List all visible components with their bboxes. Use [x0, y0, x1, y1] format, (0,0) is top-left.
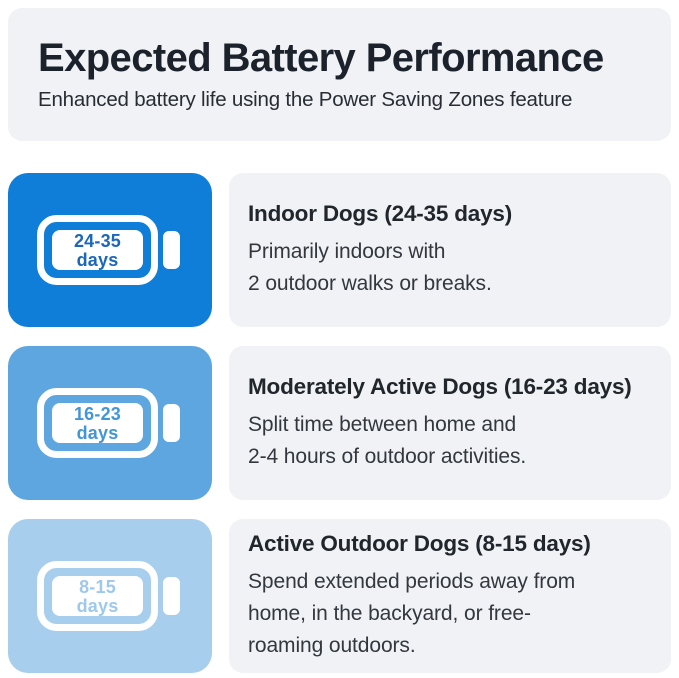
- tier-card-active-outdoor: Active Outdoor Dogs (8-15 days) Spend ex…: [229, 519, 671, 673]
- battery-tile-active-outdoor: 8-15 days: [8, 519, 212, 673]
- page-subtitle: Enhanced battery life using the Power Sa…: [38, 88, 573, 112]
- tier-row-active-outdoor: 8-15 days Active Outdoor Dogs (8-15 days…: [8, 519, 671, 673]
- page-title: Expected Battery Performance: [38, 35, 604, 80]
- battery-icon: 24-35 days: [37, 215, 180, 285]
- battery-days-value: 16-23: [74, 404, 121, 424]
- battery-days-unit: days: [77, 250, 119, 270]
- battery-icon: 16-23 days: [37, 388, 180, 458]
- tier-heading: Indoor Dogs (24-35 days): [248, 201, 513, 226]
- battery-tile-moderately-active: 16-23 days: [8, 346, 212, 500]
- battery-days-value: 24-35: [74, 231, 121, 251]
- battery-tile-indoor: 24-35 days: [8, 173, 212, 327]
- battery-icon: 8-15 days: [37, 561, 180, 631]
- tier-description-line: 2-4 hours of outdoor activities.: [248, 445, 527, 468]
- tier-description-line: 2 outdoor walks or breaks.: [248, 272, 492, 295]
- battery-days-unit: days: [77, 596, 119, 616]
- tier-heading: Active Outdoor Dogs (8-15 days): [248, 531, 591, 556]
- tier-description-line: Primarily indoors with: [248, 240, 446, 263]
- tier-description-line: roaming outdoors.: [248, 634, 416, 657]
- tier-row-moderately-active: 16-23 days Moderately Active Dogs (16-23…: [8, 346, 671, 500]
- battery-days-unit: days: [77, 423, 119, 443]
- tier-row-indoor: 24-35 days Indoor Dogs (24-35 days) Prim…: [8, 173, 671, 327]
- battery-days-value: 8-15: [79, 577, 116, 597]
- tier-card-moderately-active: Moderately Active Dogs (16-23 days) Spli…: [229, 346, 671, 500]
- tier-description-line: Split time between home and: [248, 413, 517, 436]
- header: Expected Battery Performance Enhanced ba…: [8, 8, 671, 141]
- tier-heading: Moderately Active Dogs (16-23 days): [248, 374, 632, 399]
- tier-card-indoor: Indoor Dogs (24-35 days) Primarily indoo…: [229, 173, 671, 327]
- tier-description-line: home, in the backyard, or free-: [248, 602, 531, 625]
- tier-description-line: Spend extended periods away from: [248, 570, 576, 593]
